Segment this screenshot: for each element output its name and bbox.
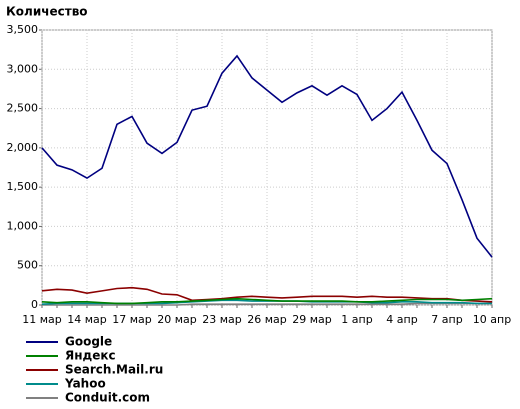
y-tick-label: 1,500 bbox=[7, 180, 39, 193]
x-tick-label: 26 мар bbox=[247, 313, 287, 326]
y-tick-label: 2,500 bbox=[7, 102, 39, 115]
series-line bbox=[41, 54, 493, 258]
legend-label: Google bbox=[65, 335, 112, 349]
y-tick-label: 0 bbox=[31, 298, 38, 311]
legend-label: Yahoo bbox=[64, 377, 106, 391]
x-tick-label: 29 мар bbox=[292, 313, 332, 326]
x-tick-label: 11 мар bbox=[22, 313, 62, 326]
x-tick-label: 7 апр bbox=[431, 313, 462, 326]
x-tick-label: 20 мар bbox=[157, 313, 197, 326]
legend-label: Search.Mail.ru bbox=[65, 363, 163, 377]
plot-frame bbox=[41, 29, 493, 306]
x-tick-label: 23 мар bbox=[202, 313, 242, 326]
chart-title: Количество bbox=[6, 5, 88, 19]
y-tick-label: 2,000 bbox=[7, 141, 39, 154]
series-line bbox=[41, 286, 493, 303]
x-tick-label: 10 апр bbox=[473, 313, 511, 326]
legend-label: Яндекс bbox=[65, 349, 116, 363]
legend-label: Conduit.com bbox=[65, 391, 150, 405]
x-tick-label: 14 мар bbox=[67, 313, 107, 326]
y-tick-label: 500 bbox=[17, 259, 38, 272]
x-tick-label: 4 апр bbox=[386, 313, 417, 326]
y-tick-label: 1,000 bbox=[7, 219, 39, 232]
series-line bbox=[41, 297, 493, 305]
x-tick-label: 17 мар bbox=[112, 313, 152, 326]
x-tick-label: 1 апр bbox=[341, 313, 372, 326]
y-tick-label: 3,000 bbox=[7, 62, 39, 75]
series-line bbox=[42, 302, 492, 306]
y-tick-label: 3,500 bbox=[7, 23, 39, 36]
